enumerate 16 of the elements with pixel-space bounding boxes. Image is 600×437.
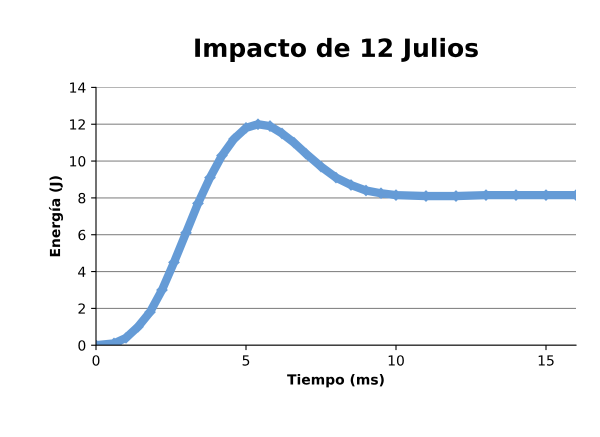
y-tick-label: 2 — [78, 303, 85, 314]
y-axis-title: Energía (J) — [48, 176, 64, 256]
y-tick-label: 0 — [78, 340, 86, 351]
y-tick-label: 14 — [70, 82, 86, 93]
chart-title: Impacto de 12 Julios — [195, 38, 478, 62]
x-tick-label: 0 — [92, 355, 100, 366]
point — [300, 148, 312, 160]
x-tick-label: 15 — [538, 355, 554, 366]
y-tick-label: 10 — [70, 156, 86, 167]
y-tick-label: 8 — [78, 192, 86, 204]
y-tick-label: 4 — [78, 266, 86, 277]
y-tick-label: 12 — [70, 119, 85, 130]
x-tick-label: 10 — [388, 355, 404, 366]
y-tick-label: 6 — [78, 230, 86, 240]
x-axis-title: Tiempo (ms) — [287, 374, 384, 388]
x-tick-label: 5 — [242, 355, 250, 366]
